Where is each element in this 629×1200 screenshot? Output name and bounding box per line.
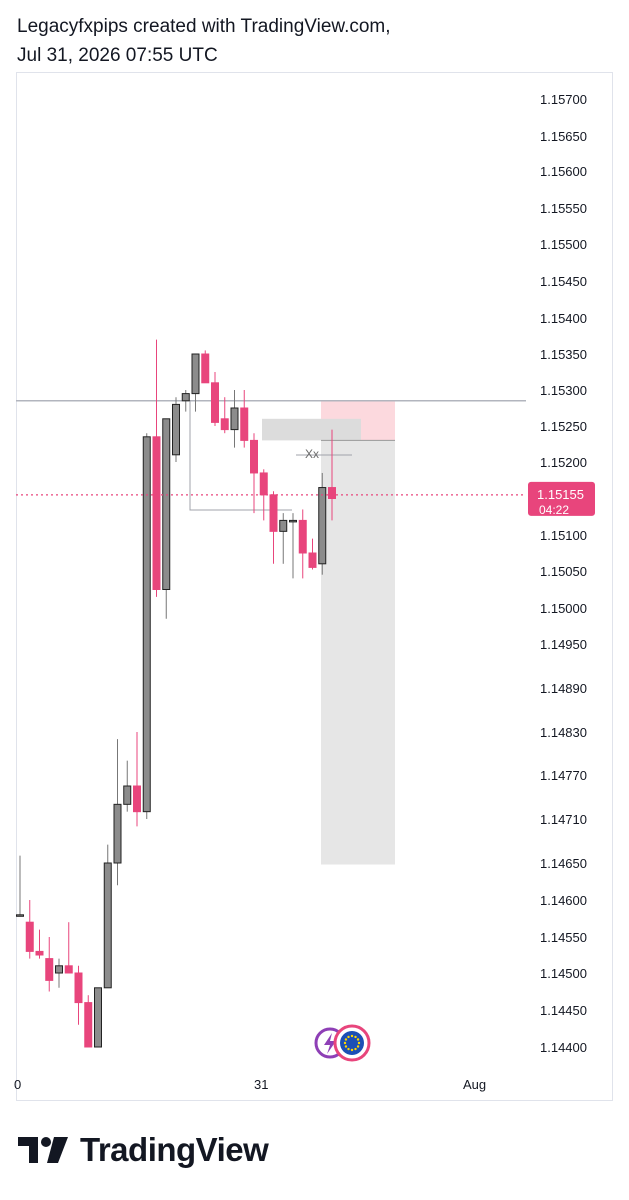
annotation-label: Xx — [305, 447, 319, 461]
header-date-line: Jul 31, 2026 07:55 UTC — [17, 45, 218, 66]
eu-star — [344, 1038, 348, 1041]
y-axis-tick-label: 1.15400 — [540, 311, 587, 326]
chart-frame — [16, 72, 613, 1101]
eu-star — [356, 1038, 360, 1041]
candle-body — [25, 921, 34, 952]
y-axis-tick-label: 1.15550 — [540, 201, 587, 216]
target-zone-box — [321, 440, 395, 865]
y-axis-tick-label: 1.14890 — [540, 681, 587, 696]
candle-body — [191, 353, 200, 395]
y-axis-tick-label: 1.15300 — [540, 383, 587, 398]
price-countdown: 04:22 — [539, 503, 569, 517]
candle-body — [103, 862, 112, 989]
eu-star — [350, 1048, 354, 1052]
tradingview-logo-text: TradingView — [80, 1131, 269, 1168]
candle-body — [298, 519, 307, 554]
y-axis-tick-label: 1.15650 — [540, 129, 587, 144]
lightning-icon — [324, 1033, 336, 1054]
chart-header: Legacyfxpips created with TradingView.co… — [17, 12, 391, 70]
eu-star — [357, 1041, 361, 1045]
y-axis-tick-label: 1.14550 — [540, 930, 587, 945]
candle-body — [16, 914, 24, 917]
y-axis-tick-label: 1.14450 — [540, 1003, 587, 1018]
eu-star — [344, 1045, 348, 1048]
supply-zone-box — [262, 418, 361, 441]
candle-body — [84, 1002, 93, 1048]
tradingview-logo-icon — [18, 1137, 68, 1163]
candle-body — [172, 403, 180, 456]
y-axis-tick-label: 1.15700 — [540, 92, 587, 107]
candle-body — [289, 519, 297, 523]
candle-body — [230, 407, 239, 431]
eur-flag-icon — [340, 1031, 364, 1055]
candle-body — [240, 407, 249, 441]
eu-star — [350, 1034, 354, 1038]
y-axis-tick-label: 1.14770 — [540, 768, 587, 783]
eu-star — [347, 1047, 350, 1051]
y-axis-tick-label: 1.14830 — [540, 725, 587, 740]
candle-body — [220, 418, 229, 431]
candle-body — [211, 382, 219, 423]
structure-line — [189, 400, 292, 511]
current-price-value: 1.15155 — [537, 487, 584, 502]
eu-star — [354, 1035, 357, 1039]
y-axis-tick-label: 1.14950 — [540, 637, 587, 652]
candle-body — [123, 785, 132, 805]
y-axis-tick-label: 1.15200 — [540, 455, 587, 470]
candle-body — [279, 519, 288, 532]
y-axis-tick-label: 1.15000 — [540, 601, 587, 616]
candle-body — [35, 950, 44, 956]
x-axis-tick-label: 0 — [14, 1077, 21, 1092]
x-axis-tick-label: 31 — [254, 1077, 268, 1092]
candle-body — [201, 353, 210, 384]
current-price-tag — [528, 481, 595, 516]
x-axis-tick-label: Aug — [463, 1077, 486, 1092]
candle-body — [142, 436, 151, 813]
eu-star — [347, 1035, 350, 1039]
y-axis-tick-label: 1.15600 — [540, 164, 587, 179]
candle-body — [55, 965, 63, 974]
y-axis-tick-label: 1.15450 — [540, 274, 587, 289]
candle-body — [162, 418, 171, 590]
candle-body — [74, 972, 83, 1004]
y-axis-tick-label: 1.15500 — [540, 237, 587, 252]
candle-body — [318, 487, 327, 565]
candle-body — [64, 965, 73, 974]
eu-star — [356, 1045, 360, 1048]
y-axis-tick-label: 1.15100 — [540, 528, 587, 543]
y-axis-tick-label: 1.14650 — [540, 856, 587, 871]
candle-body — [45, 958, 54, 981]
y-axis-tick-label: 1.14400 — [540, 1040, 587, 1055]
eu-star — [343, 1041, 347, 1045]
y-axis-tick-label: 1.15350 — [540, 347, 587, 362]
candle-body — [152, 436, 161, 590]
candle-body — [113, 803, 122, 864]
candle-body — [250, 439, 258, 474]
eu-star — [354, 1047, 357, 1051]
candle-body — [308, 552, 317, 568]
y-axis-tick-label: 1.15050 — [540, 564, 587, 579]
y-axis-tick-label: 1.14710 — [540, 812, 587, 827]
tradingview-logo[interactable]: TradingView — [18, 1130, 269, 1170]
header-author-line: Legacyfxpips created with TradingView.co… — [17, 16, 391, 37]
candle-body — [133, 785, 141, 813]
y-axis-tick-label: 1.15250 — [540, 419, 587, 434]
candle-body — [94, 987, 102, 1048]
candle-body — [259, 472, 268, 496]
candle-body — [181, 393, 190, 402]
candle-body — [328, 487, 336, 499]
candle-body — [269, 494, 278, 532]
y-axis-tick-label: 1.14600 — [540, 893, 587, 908]
y-axis-tick-label: 1.14500 — [540, 966, 587, 981]
